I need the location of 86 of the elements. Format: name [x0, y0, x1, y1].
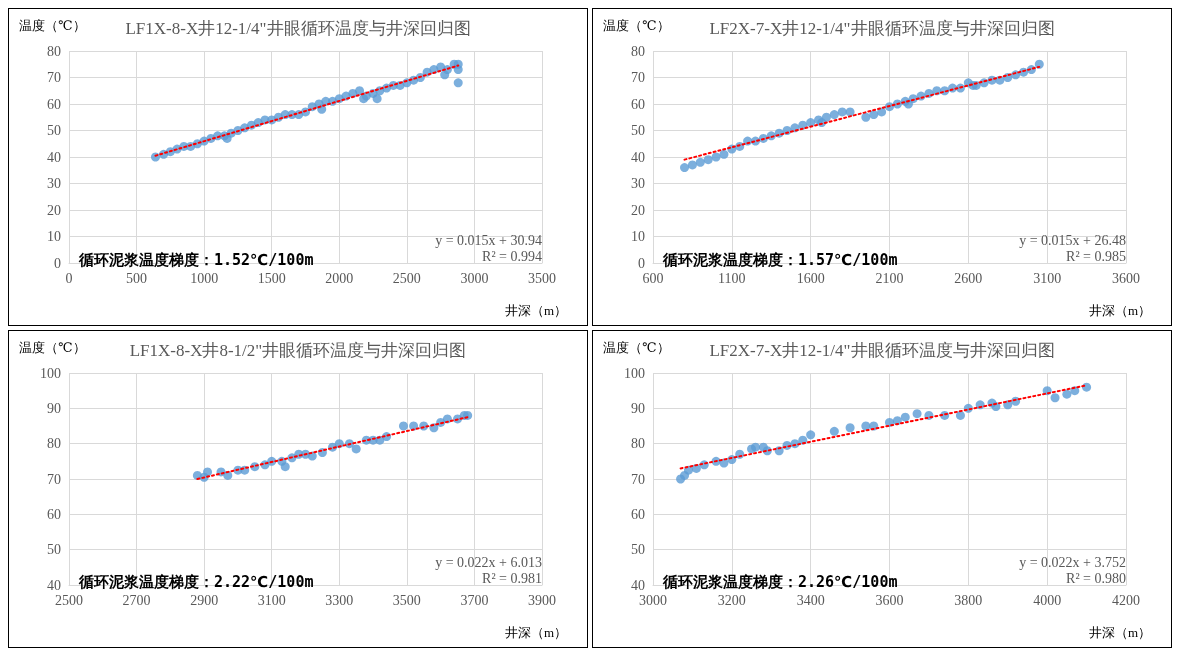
- y-tick-label: 60: [47, 506, 61, 522]
- x-tick-label: 3800: [954, 592, 983, 608]
- annotation: R² = 0.981: [482, 570, 542, 586]
- x-tick-label: 3000: [460, 270, 489, 286]
- chart-title: LF1X-8-X井8-1/2"井眼循环温度与井深回归图: [129, 341, 467, 360]
- annotation: y = 0.015x + 26.48: [1019, 232, 1126, 248]
- x-tick-label: 3100: [1033, 270, 1062, 286]
- y-tick-label: 30: [631, 176, 645, 191]
- annotation: y = 0.022x + 3.752: [1019, 554, 1126, 570]
- y-tick-label: 70: [631, 70, 645, 85]
- y-tick-label: 100: [624, 365, 645, 381]
- annotation: 循环泥浆温度梯度：1.57℃/100m: [662, 250, 898, 269]
- y-tick-label: 0: [54, 255, 61, 271]
- x-tick-label: 2600: [954, 270, 983, 286]
- x-tick-label: 3600: [875, 592, 904, 608]
- y-tick-label: 70: [47, 70, 61, 85]
- x-tick-label: 2900: [190, 592, 219, 608]
- y-tick-label: 20: [47, 202, 61, 218]
- y-tick-label: 20: [631, 202, 645, 218]
- y-tick-label: 0: [638, 255, 645, 271]
- x-tick-label: 1100: [718, 270, 746, 286]
- y-tick-label: 90: [47, 400, 61, 416]
- y-tick-label: 40: [631, 149, 645, 165]
- x-tick-label: 500: [126, 270, 148, 286]
- x-tick-label: 3100: [257, 592, 286, 608]
- x-tick-label: 3200: [717, 592, 746, 608]
- x-tick-label: 600: [642, 270, 664, 286]
- x-tick-label: 3500: [528, 270, 556, 286]
- y-tick-label: 80: [631, 43, 645, 59]
- y-tick-label: 90: [631, 400, 645, 416]
- x-axis-title: 井深（m）: [504, 303, 568, 318]
- annotation: R² = 0.994: [482, 248, 542, 264]
- y-axis-title: 温度（℃）: [603, 18, 670, 33]
- y-tick-label: 50: [47, 123, 61, 138]
- y-tick-label: 80: [47, 43, 61, 59]
- y-tick-label: 70: [47, 471, 61, 487]
- x-tick-label: 1500: [257, 270, 286, 286]
- x-tick-label: 3300: [325, 592, 354, 608]
- x-tick-label: 3500: [392, 592, 421, 608]
- annotation: 循环泥浆温度梯度：2.22℃/100m: [78, 572, 314, 591]
- x-tick-label: 4200: [1112, 592, 1140, 608]
- y-tick-label: 80: [47, 436, 61, 452]
- y-axis-title: 温度（℃）: [603, 340, 670, 355]
- x-tick-label: 2000: [325, 270, 354, 286]
- y-tick-label: 50: [47, 542, 61, 558]
- annotation: y = 0.015x + 30.94: [435, 232, 542, 248]
- annotation: 循环泥浆温度梯度：2.26℃/100m: [662, 572, 898, 591]
- annotation: R² = 0.985: [1066, 248, 1126, 264]
- x-tick-label: 3000: [639, 592, 667, 608]
- y-tick-label: 40: [47, 577, 61, 593]
- x-tick-label: 2100: [875, 270, 904, 286]
- x-tick-label: 4000: [1033, 592, 1062, 608]
- y-tick-label: 50: [631, 123, 645, 138]
- chart-title: LF2X-7-X井12-1/4"井眼循环温度与井深回归图: [709, 19, 1055, 38]
- x-tick-label: 1600: [796, 270, 825, 286]
- y-tick-label: 50: [631, 542, 645, 558]
- x-tick-label: 2500: [392, 270, 421, 286]
- y-tick-label: 60: [631, 96, 645, 112]
- annotation: y = 0.022x + 6.013: [435, 554, 542, 570]
- annotation: R² = 0.980: [1066, 570, 1126, 586]
- y-axis-title: 温度（℃）: [19, 18, 86, 33]
- annotation: 循环泥浆温度梯度：1.52℃/100m: [78, 250, 314, 269]
- y-tick-label: 70: [631, 471, 645, 487]
- y-tick-label: 100: [40, 365, 61, 381]
- x-tick-label: 1000: [190, 270, 219, 286]
- x-axis-title: 井深（m）: [504, 625, 568, 640]
- y-tick-label: 40: [47, 149, 61, 165]
- x-tick-label: 3700: [460, 592, 489, 608]
- x-tick-label: 2500: [55, 592, 83, 608]
- x-tick-label: 3400: [796, 592, 825, 608]
- y-tick-label: 60: [47, 96, 61, 112]
- y-tick-label: 40: [631, 577, 645, 593]
- x-tick-label: 0: [65, 270, 73, 286]
- chart-title: LF1X-8-X井12-1/4"井眼循环温度与井深回归图: [125, 19, 471, 38]
- x-axis-title: 井深（m）: [1088, 303, 1152, 318]
- chart-title: LF2X-7-X井12-1/4"井眼循环温度与井深回归图: [709, 341, 1055, 360]
- y-axis-title: 温度（℃）: [19, 340, 86, 355]
- x-axis-title: 井深（m）: [1088, 625, 1152, 640]
- y-tick-label: 80: [631, 436, 645, 452]
- y-tick-label: 60: [631, 506, 645, 522]
- x-tick-label: 2700: [122, 592, 151, 608]
- y-tick-label: 10: [631, 229, 645, 244]
- y-tick-label: 30: [47, 176, 61, 191]
- x-tick-label: 3600: [1112, 270, 1140, 286]
- y-tick-label: 10: [47, 229, 61, 244]
- x-tick-label: 3900: [528, 592, 556, 608]
